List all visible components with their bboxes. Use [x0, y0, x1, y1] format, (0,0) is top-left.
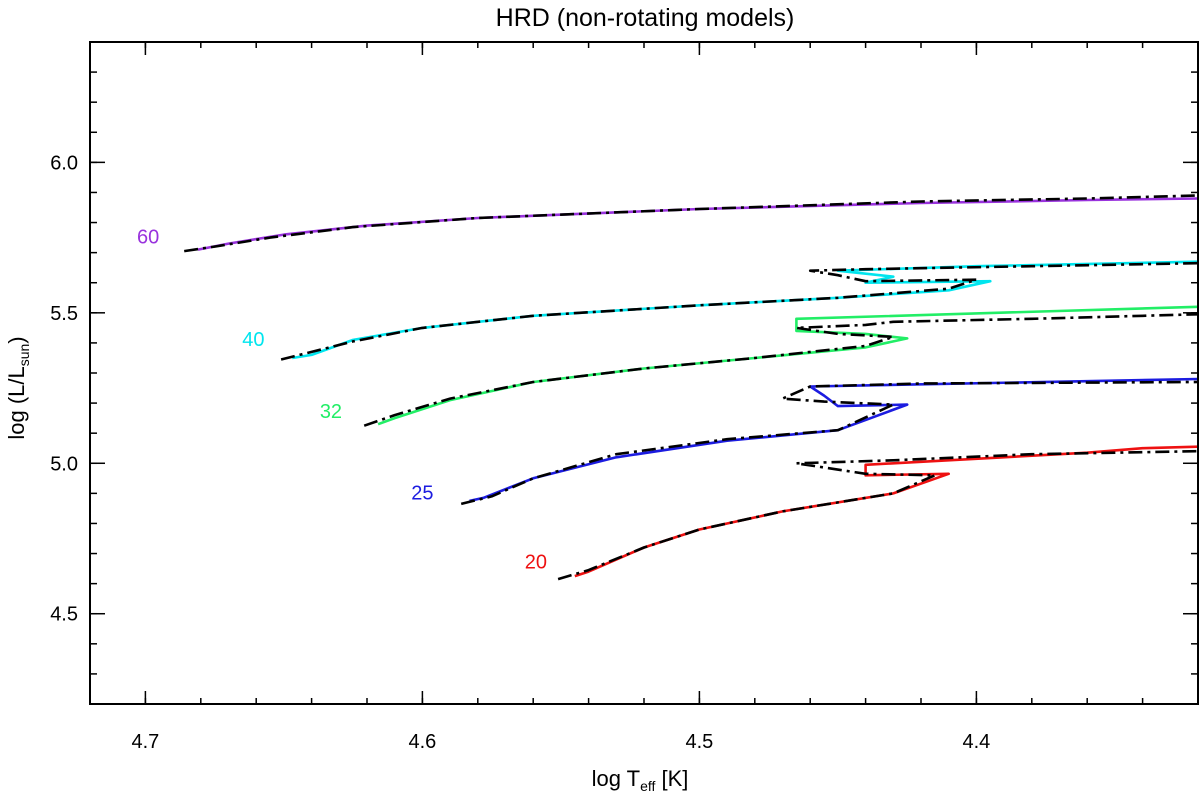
- series-label-60: 60: [137, 227, 159, 249]
- series-label-40: 40: [242, 329, 264, 351]
- x-axis-label: log Teff [K]: [592, 766, 689, 794]
- series-label-25: 25: [411, 482, 433, 504]
- x-tick-label: 4.7: [131, 731, 159, 753]
- x-tick-label: 4.5: [685, 731, 713, 753]
- track-20-solid: [574, 445, 1199, 578]
- series-label-20: 20: [525, 552, 547, 574]
- track-25-dashdot: [460, 380, 1199, 506]
- x-tick-label: 4.4: [962, 731, 990, 753]
- track-25-solid: [469, 377, 1199, 503]
- series-labels-layer: 60 40 32 25 20: [137, 227, 547, 574]
- chart-title: HRD (non-rotating models): [496, 4, 795, 32]
- track-60-solid: [197, 197, 1199, 251]
- track-60-dashdot: [184, 194, 1199, 253]
- track-32-dashdot: [363, 313, 1199, 427]
- y-tick-label: 5.5: [50, 303, 78, 325]
- x-tick-label: 4.6: [408, 731, 436, 753]
- y-tick-label: 6.0: [50, 152, 78, 174]
- y-tick-label: 5.0: [50, 453, 78, 475]
- series-label-32: 32: [320, 401, 342, 423]
- axes-layer: 4.7 4.6 4.5 4.4 4.5 5.0 5.5 6.0: [50, 41, 1199, 753]
- y-axis-label: log (L/Lsun): [4, 336, 32, 439]
- tracks-layer: [184, 194, 1199, 581]
- y-tick-label: 4.5: [50, 604, 78, 626]
- track-32-solid: [377, 305, 1199, 426]
- track-20-dashdot: [557, 449, 1199, 581]
- plot-frame: [89, 41, 1199, 705]
